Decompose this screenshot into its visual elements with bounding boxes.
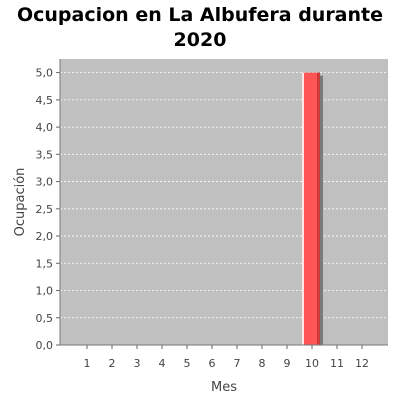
x-tick-label: 7 xyxy=(234,357,241,370)
x-tick-label: 2 xyxy=(109,357,116,370)
x-tick-label: 12 xyxy=(355,357,369,370)
y-tick-label: 2,0 xyxy=(36,230,54,243)
y-tick-label: 1,5 xyxy=(36,257,54,270)
x-axis-ticks: 1 2 3 4 5 6 7 8 9 10 11 12 xyxy=(84,345,369,370)
y-tick-label: 0,0 xyxy=(36,339,54,352)
bars xyxy=(302,72,323,345)
axes xyxy=(59,59,388,346)
chart-title-line-2: 2020 xyxy=(173,29,227,51)
x-tick-label: 4 xyxy=(159,357,166,370)
x-tick-label: 1 xyxy=(84,357,91,370)
plot-area xyxy=(60,59,388,345)
y-axis-label: Ocupación xyxy=(13,168,28,237)
bar xyxy=(302,72,320,345)
x-tick-label: 5 xyxy=(184,357,191,370)
x-tick-label: 9 xyxy=(284,357,291,370)
chart-title: Ocupacion en La Albufera durante 2020 xyxy=(0,3,400,53)
x-tick-label: 3 xyxy=(134,357,141,370)
y-tick-label: 4,0 xyxy=(36,121,54,134)
y-axis-ticks: 0,0 0,5 1,0 1,5 2,0 2,5 3,0 3,5 4,0 4,5 5,0 xyxy=(36,67,60,352)
gridlines xyxy=(60,72,388,319)
bar-10 xyxy=(302,72,320,345)
y-tick-label: 4,5 xyxy=(36,94,54,107)
y-tick-label: 1,0 xyxy=(36,285,54,298)
y-tick-label: 0,5 xyxy=(36,312,54,325)
x-tick-label: 11 xyxy=(330,357,344,370)
y-tick-label: 2,5 xyxy=(36,203,54,216)
y-tick-label: 3,0 xyxy=(36,176,54,189)
y-tick-label: 3,5 xyxy=(36,148,54,161)
x-tick-label: 6 xyxy=(209,357,216,370)
x-axis-label: Mes xyxy=(211,380,237,395)
chart-title-line-1: Ocupacion en La Albufera durante xyxy=(16,4,384,26)
x-tick-label: 8 xyxy=(259,357,266,370)
x-tick-label: 10 xyxy=(305,357,319,370)
bar-highlight xyxy=(302,72,304,345)
bar-edge xyxy=(317,72,320,345)
y-tick-label: 5,0 xyxy=(36,67,54,80)
